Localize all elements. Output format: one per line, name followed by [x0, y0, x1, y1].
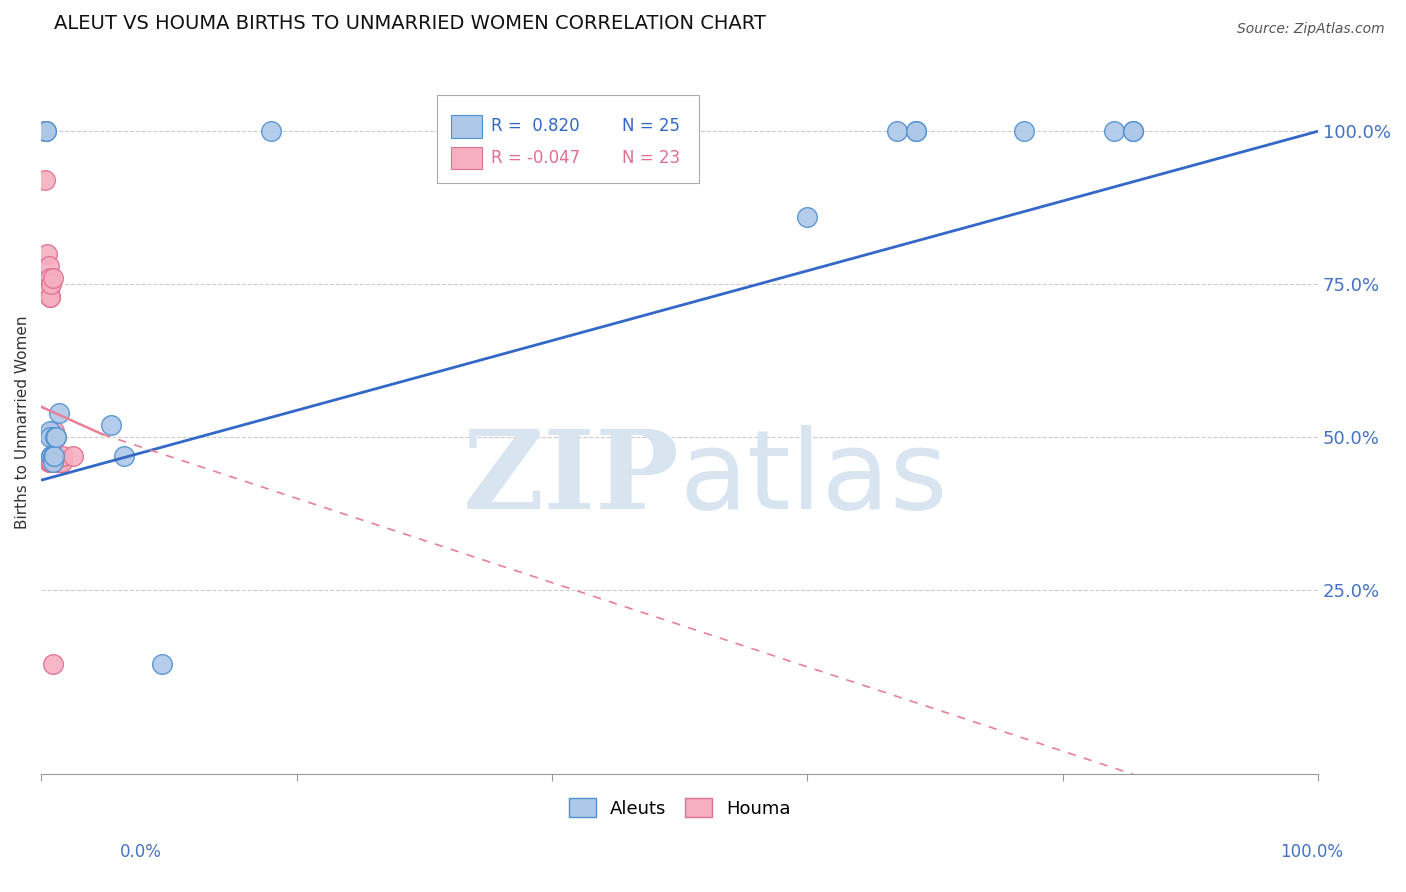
Point [39, 271, 62, 285]
Point [260, 124, 283, 138]
Point [45, 430, 67, 444]
Point [1014, 124, 1036, 138]
Point [41, 455, 63, 469]
Y-axis label: Births to Unmarried Women: Births to Unmarried Women [15, 315, 30, 529]
Text: N = 23: N = 23 [623, 149, 681, 167]
Point [796, 210, 818, 224]
Point [42, 449, 65, 463]
Point [37, 246, 59, 260]
Point [904, 124, 927, 138]
Point [41, 449, 63, 463]
Point [904, 124, 927, 138]
Point [48, 455, 70, 469]
Point [34, 124, 56, 138]
Point [48, 406, 70, 420]
Point [42, 424, 65, 438]
Point [1102, 124, 1125, 138]
Point [41, 449, 63, 463]
Point [100, 418, 122, 433]
Point [41, 271, 63, 285]
Point [35, 124, 58, 138]
FancyBboxPatch shape [451, 146, 482, 169]
Point [41, 455, 63, 469]
Point [39, 455, 62, 469]
Point [39, 430, 62, 444]
Point [38, 455, 60, 469]
Point [886, 124, 908, 138]
Legend: Aleuts, Houma: Aleuts, Houma [561, 791, 797, 825]
Text: R = -0.047: R = -0.047 [491, 149, 579, 167]
Point [39, 289, 62, 303]
Text: N = 25: N = 25 [623, 117, 681, 136]
Point [38, 284, 60, 298]
Point [39, 289, 62, 303]
Point [46, 455, 69, 469]
Point [112, 449, 135, 463]
Point [152, 657, 174, 671]
Text: atlas: atlas [679, 425, 948, 532]
Point [41, 277, 63, 292]
Point [39, 424, 62, 438]
Point [41, 449, 63, 463]
Point [51, 455, 73, 469]
Point [44, 430, 66, 444]
FancyBboxPatch shape [437, 95, 699, 183]
Text: 100.0%: 100.0% [1279, 843, 1343, 861]
Point [52, 449, 75, 463]
Point [41, 430, 63, 444]
Point [38, 259, 60, 273]
Point [515, 124, 537, 138]
Text: 0.0%: 0.0% [120, 843, 162, 861]
Point [62, 449, 84, 463]
Text: ZIP: ZIP [463, 425, 679, 532]
Text: Source: ZipAtlas.com: Source: ZipAtlas.com [1237, 22, 1385, 37]
Point [41, 657, 63, 671]
FancyBboxPatch shape [451, 115, 482, 137]
Point [1122, 124, 1144, 138]
Point [45, 430, 67, 444]
Point [34, 173, 56, 187]
Point [35, 124, 58, 138]
Point [44, 430, 66, 444]
Point [1122, 124, 1144, 138]
Text: R =  0.820: R = 0.820 [491, 117, 579, 136]
Text: ALEUT VS HOUMA BIRTHS TO UNMARRIED WOMEN CORRELATION CHART: ALEUT VS HOUMA BIRTHS TO UNMARRIED WOMEN… [53, 13, 766, 33]
